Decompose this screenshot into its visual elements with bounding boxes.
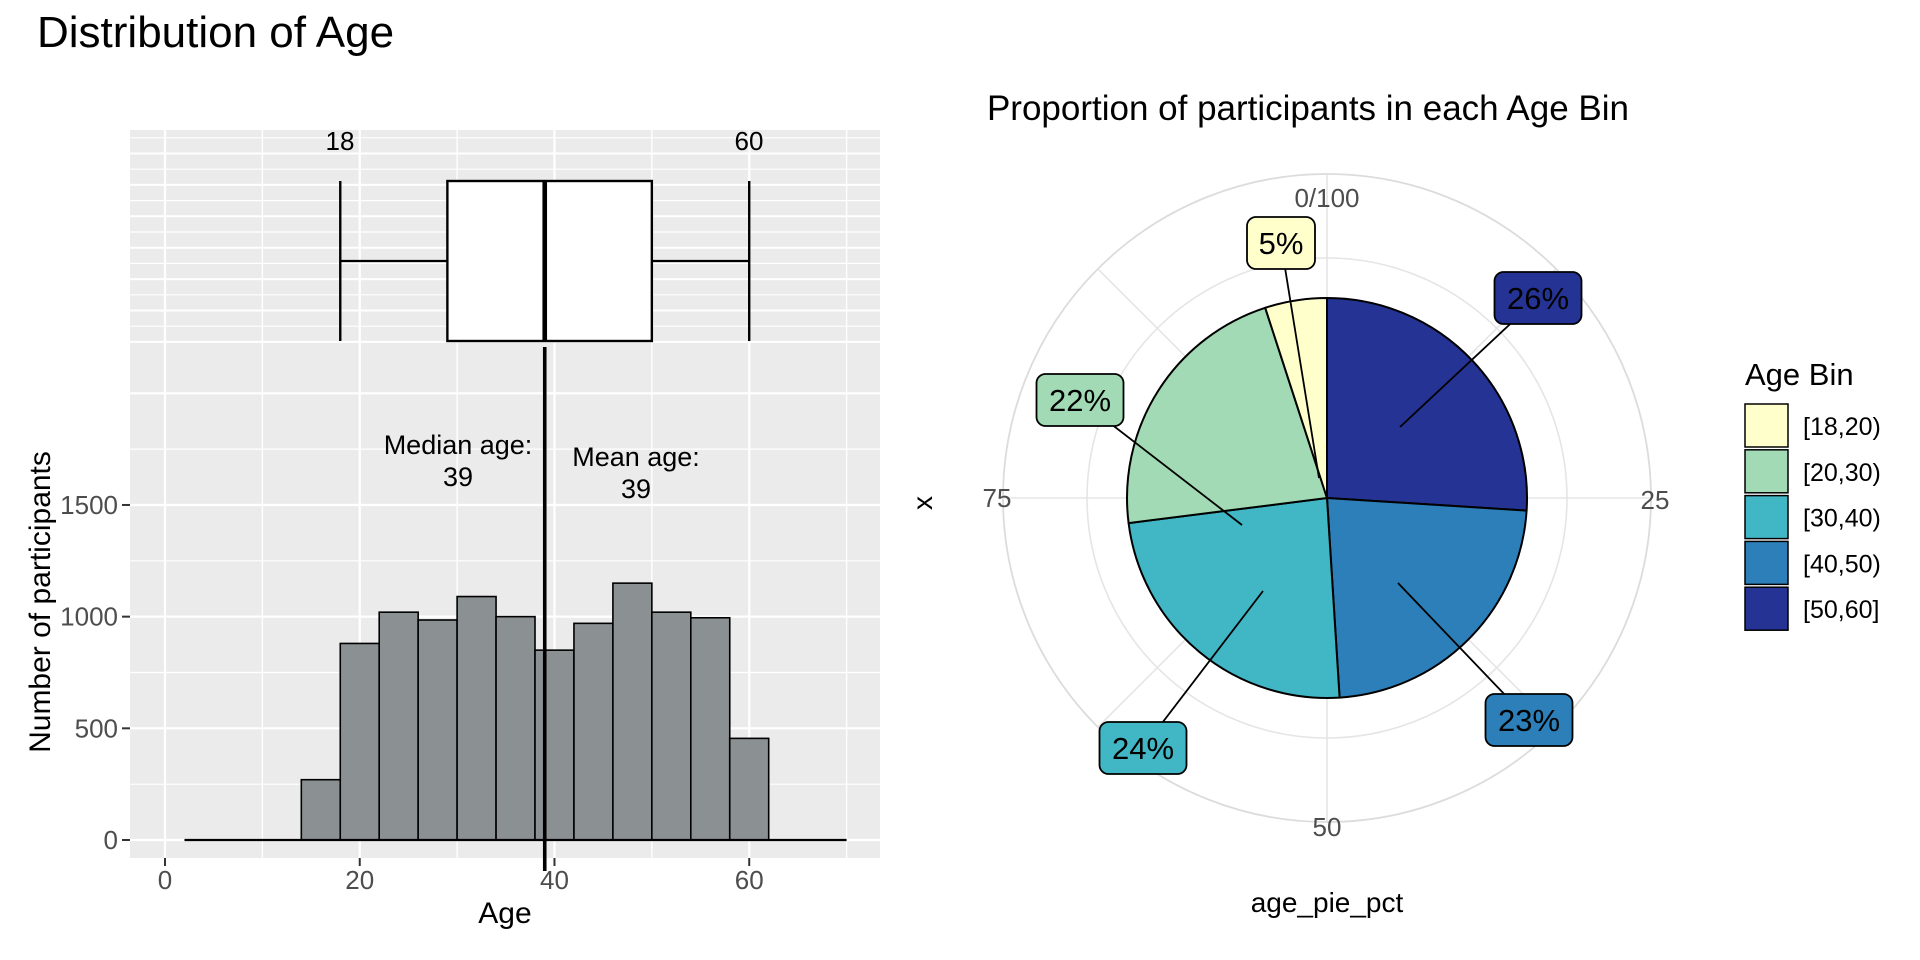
histogram-bar: [495, 615, 536, 841]
pie-slice-26: [1326, 297, 1528, 512]
histogram-bar: [456, 595, 497, 841]
y-axis-tick-label: 0: [104, 825, 118, 855]
pie-label-text: 22%: [1049, 383, 1111, 418]
pie-slice-5: [1264, 297, 1328, 499]
legend-item-label: [30,40): [1803, 505, 1881, 533]
boxplot-box: [446, 179, 654, 343]
pie-y-axis-title: x: [907, 496, 938, 510]
y-axis-tick-label: 1000: [60, 602, 118, 632]
histogram-bars: [300, 582, 770, 841]
x-axis-tick-label: 20: [345, 865, 374, 895]
pie-label-leader-line: [1280, 242, 1320, 479]
polar-minor-circle: [1086, 257, 1568, 739]
legend-item-label: [18,20): [1803, 413, 1881, 441]
legend-item-label: [50,60]: [1803, 596, 1879, 624]
y-axis-tick-label: 1500: [60, 490, 118, 520]
pie-label-text: 5%: [1259, 226, 1304, 261]
pie-theta-label-50: 50: [1313, 812, 1342, 842]
legend-key-swatch: [1744, 403, 1789, 448]
histogram-bar: [378, 611, 419, 841]
pie-label-text: 23%: [1498, 703, 1560, 738]
histogram-bar: [651, 611, 692, 841]
legend-items: [18,20) [20,30) [30,40) [40,50) [50,60]: [1744, 403, 1881, 631]
pie-x-axis-title: age_pie_pct: [1251, 887, 1404, 918]
histogram-bar: [612, 582, 653, 841]
pie-percent-labels: 5% 22% 24% 23% 26%: [1035, 216, 1583, 775]
median-annotation-line2: 39: [443, 462, 473, 492]
x-axis-tick-label: 40: [540, 865, 569, 895]
pie-label-box: [1484, 693, 1574, 747]
legend-item-label: [20,30): [1803, 459, 1881, 487]
legend-key-swatch: [1744, 586, 1789, 631]
histogram-bar: [300, 778, 342, 841]
x-axis-tick-label: 0: [158, 865, 172, 895]
pie-label-text: 26%: [1507, 281, 1569, 316]
pie-theta-label-0-100: 0/100: [1294, 183, 1359, 213]
pie-slice-23: [1326, 497, 1528, 699]
mean-annotation-line2: 39: [621, 474, 651, 504]
histogram-bar: [534, 649, 575, 841]
pie-label-text: 24%: [1112, 731, 1174, 766]
y-axis-tick-label: 500: [75, 713, 118, 743]
pie-title: Proportion of participants in each Age B…: [987, 89, 1629, 128]
histogram-bar: [339, 642, 381, 841]
histogram-bar: [689, 616, 731, 841]
histogram-baseline-and-vline: [184, 347, 847, 871]
pie-theta-label-25: 25: [1641, 485, 1670, 515]
legend-title: Age Bin: [1745, 357, 1854, 392]
pie-label-box: [1493, 271, 1583, 325]
mean-annotation-line1: Mean age:: [572, 442, 700, 472]
legend-item-label: [40,50): [1803, 550, 1881, 578]
pie-label-box: [1035, 373, 1125, 427]
figure-title: Distribution of Age: [37, 8, 394, 57]
median-annotation-line1: Median age:: [384, 430, 533, 460]
histogram-bar: [417, 619, 458, 841]
legend-key-swatch: [1744, 540, 1789, 586]
boxplot-min-label: 18: [326, 126, 355, 156]
pie-slice-24: [1127, 497, 1341, 699]
histogram-bar: [728, 737, 770, 841]
legend-key-swatch: [1744, 494, 1789, 540]
legend-key-swatch: [1744, 449, 1789, 494]
histogram-x-axis-title: Age: [478, 897, 531, 930]
polar-outer-circle: [1002, 173, 1652, 823]
boxplot-geometry: [339, 179, 751, 343]
boxplot-max-label: 60: [735, 126, 764, 156]
histogram-y-axis-title: Number of participants: [24, 451, 57, 753]
pie-label-box: [1246, 216, 1316, 270]
pie-theta-label-75: 75: [983, 483, 1012, 513]
pie-slice-22: [1126, 306, 1328, 525]
histogram-axis-ticks: 0 500 1000 1500 0 20 40 60: [60, 490, 764, 895]
x-axis-tick-label: 60: [735, 865, 764, 895]
histogram-bar: [573, 622, 614, 841]
pie-slices: [1126, 297, 1528, 699]
pie-label-box: [1098, 721, 1188, 775]
